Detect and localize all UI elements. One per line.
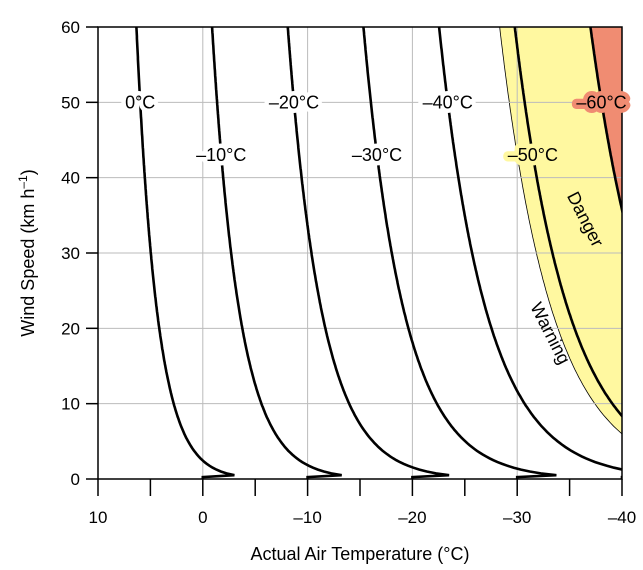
y-tick-label: 0 [71,470,80,489]
y-tick-label: 40 [61,169,80,188]
curve-labels: 0°C–10°C–20°C–30°C–40°C–50°C–60°CDangerW… [121,88,632,368]
curve--40 [437,27,622,479]
grid-lines [98,27,622,479]
y-axis-title-main: Wind Speed (km h [18,189,38,337]
curve-label--20: –20°C [269,92,319,112]
curve-label-0: 0°C [125,92,155,112]
curve--20 [286,27,450,479]
axes: 10 0 –10 –20 –30 –40 0 10 20 30 40 50 60 [61,18,636,527]
curve--30 [362,27,557,479]
curve--10 [210,27,342,479]
curve-label--30: –30°C [352,145,402,165]
x-tick-label: –30 [503,508,531,527]
curve-label--10: –10°C [196,145,246,165]
curve-label--60: –60°C [576,92,626,112]
risk-zones [499,27,622,435]
x-tick-label: –20 [398,508,426,527]
x-tick-label: 0 [198,508,207,527]
x-axis-title: Actual Air Temperature (°C) [251,544,470,564]
y-tick-label: 10 [61,395,80,414]
y-tick-label: 50 [61,93,80,112]
x-tick-label: 10 [89,508,108,527]
y-axis-title-close: ) [18,169,38,175]
curve--50 [513,27,622,418]
x-tick-label: –40 [608,508,636,527]
y-tick-label: 60 [61,18,80,37]
wind-chill-curves [135,27,622,479]
y-axis-title-sup: –1 [16,175,30,189]
y-axis-title: Wind Speed (km h–1) [16,169,38,336]
curve-label--40: –40°C [423,92,473,112]
x-tick-label: –10 [293,508,321,527]
y-tick-label: 20 [61,319,80,338]
y-tick-label: 30 [61,244,80,263]
curve-label--50: –50°C [508,145,558,165]
curve-0 [135,27,235,479]
curve--60 [589,27,622,216]
